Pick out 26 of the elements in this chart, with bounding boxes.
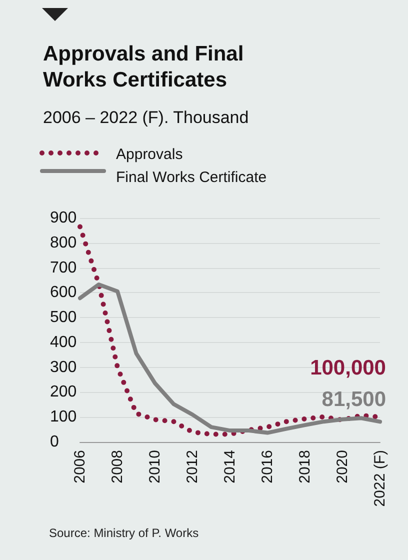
y-tick-label: 700 <box>50 259 77 276</box>
y-tick-label: 300 <box>50 358 77 376</box>
y-tick-label: 500 <box>50 309 77 326</box>
x-tick-label: 2014 <box>222 450 238 484</box>
y-tick-label: 200 <box>50 384 77 401</box>
annotation: 100,000 <box>310 356 386 380</box>
source-note: Source: Ministry of P. Works <box>49 526 199 540</box>
y-tick-label: 100 <box>50 408 77 426</box>
x-tick-label: 2022 (F) <box>372 450 388 507</box>
y-tick-label: 800 <box>50 234 77 252</box>
y-tick-label: 600 <box>50 284 77 302</box>
x-tick-label: 2008 <box>109 450 126 484</box>
chart-title: Approvals and Final Works Certificates <box>43 42 250 92</box>
y-tick-label: 0 <box>50 434 59 450</box>
annotation: 81,500 <box>322 388 386 412</box>
legend-label: Approvals <box>116 146 183 163</box>
y-tick-label: 400 <box>50 334 77 351</box>
y-tick-label: 900 <box>50 210 77 226</box>
chart-subtitle: 2006 – 2022 (F). Thousand <box>43 108 249 127</box>
x-tick-label: 2018 <box>296 450 314 484</box>
x-tick-label: 2016 <box>259 450 276 484</box>
x-tick-label: 2020 <box>334 450 351 484</box>
x-tick-label: 2012 <box>184 450 201 484</box>
legend-label: Final Works Certificate <box>116 169 267 186</box>
x-tick-label: 2006 <box>72 450 88 484</box>
x-tick-label: 2010 <box>146 450 164 484</box>
